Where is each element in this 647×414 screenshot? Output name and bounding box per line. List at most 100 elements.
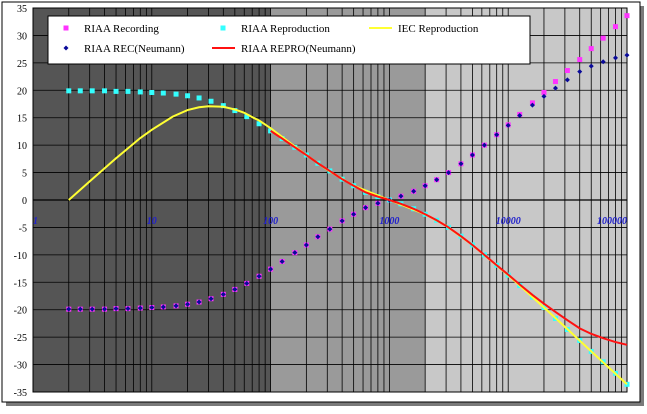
data-point [600, 59, 606, 65]
y-tick-label: -35 [14, 388, 27, 399]
legend-entry-3: IEC Reproduction [369, 23, 479, 35]
data-point [185, 301, 191, 307]
legend-entry-2: RIAA Reproduction [220, 23, 330, 35]
legend-label: RIAA Reproduction [241, 23, 330, 35]
data-point [113, 306, 119, 312]
data-point [66, 306, 72, 312]
data-point [577, 69, 583, 75]
data-point [220, 103, 226, 109]
y-tick-label: 15 [17, 114, 27, 125]
data-point [125, 88, 131, 94]
data-point [481, 142, 487, 148]
legend: RIAA Recording RIAA Reproduction IEC Repro… [47, 15, 531, 65]
data-point [208, 296, 214, 302]
data-point [279, 258, 285, 264]
data-point [552, 79, 558, 85]
data-point [624, 52, 630, 58]
x-tick-label: 10 [147, 216, 157, 227]
data-point [612, 55, 618, 61]
data-point [363, 205, 369, 211]
y-tick-label: 5 [22, 169, 27, 180]
y-tick-label: -20 [14, 306, 27, 317]
data-point [517, 113, 523, 119]
data-point [232, 286, 238, 292]
y-tick-label: 0 [22, 196, 27, 207]
data-point [244, 114, 250, 120]
data-point [256, 273, 262, 279]
data-point [600, 35, 606, 41]
data-point [411, 188, 417, 194]
y-tick-label: 30 [17, 31, 27, 42]
data-point [315, 234, 321, 240]
data-point [89, 306, 95, 312]
data-point [541, 89, 547, 95]
y-tick-label: 25 [17, 59, 27, 70]
data-point [422, 183, 428, 189]
data-point [113, 88, 119, 94]
data-point [102, 88, 108, 94]
x-tick-label: 100000 [597, 216, 627, 227]
legend-label: RIAA Recording [84, 23, 159, 35]
data-point [552, 85, 558, 91]
data-point [102, 306, 108, 312]
data-point [303, 242, 309, 248]
data-point [469, 152, 475, 158]
data-point [256, 121, 262, 127]
data-point [220, 25, 226, 31]
y-tick-label: 20 [17, 86, 27, 97]
data-point [339, 218, 345, 224]
data-point [63, 25, 69, 31]
data-point [588, 46, 594, 52]
y-tick-labels: -35 -30 -25 -20 -15 -10 -5 0 5 10 15 20 25 30 35 [14, 4, 27, 399]
data-point [564, 77, 570, 83]
data-point [196, 299, 202, 305]
data-point [125, 306, 131, 312]
data-point [268, 266, 274, 272]
legend-label: IEC Reproduction [398, 23, 479, 35]
legend-entry-5: RIAA REPRO(Neumann) [212, 43, 356, 55]
data-point [160, 304, 166, 310]
y-tick-label: 35 [17, 4, 27, 15]
data-point [327, 226, 333, 232]
data-point [160, 90, 166, 96]
series-5 [270, 130, 628, 346]
legend-entry-1: RIAA Recording [63, 23, 159, 35]
data-point [149, 305, 155, 311]
data-point [458, 161, 464, 167]
data-point [196, 95, 202, 101]
data-point [541, 93, 547, 99]
x-tick-label: 1 [33, 216, 38, 227]
data-point [529, 102, 535, 108]
data-point [564, 68, 570, 74]
data-point [137, 305, 143, 311]
data-point [292, 250, 298, 256]
x-tick-label: 100 [263, 216, 278, 227]
series-line [270, 130, 628, 346]
legend-label: RIAA REC(Neumann) [84, 43, 185, 55]
series-4 [66, 52, 630, 312]
y-tick-label: -15 [14, 278, 27, 289]
x-tick-label: 1000 [379, 216, 399, 227]
data-point [624, 13, 630, 19]
data-point [89, 88, 95, 94]
data-point [375, 200, 381, 206]
data-point [351, 211, 357, 217]
data-point [77, 306, 83, 312]
data-point [446, 170, 452, 176]
data-point [77, 88, 83, 94]
data-point [66, 88, 72, 94]
series-layer [66, 13, 630, 387]
y-tick-label: -25 [14, 333, 27, 344]
data-point [434, 177, 440, 183]
data-point [612, 24, 618, 30]
y-tick-label: -5 [19, 223, 27, 234]
data-point [173, 91, 179, 97]
y-tick-label: -10 [14, 251, 27, 262]
x-tick-labels: 1 10 100 1000 10000 100000 [33, 216, 627, 227]
data-point [208, 98, 214, 104]
data-point [137, 89, 143, 95]
data-point [185, 93, 191, 99]
legend-label: RIAA REPRO(Neumann) [241, 43, 356, 55]
